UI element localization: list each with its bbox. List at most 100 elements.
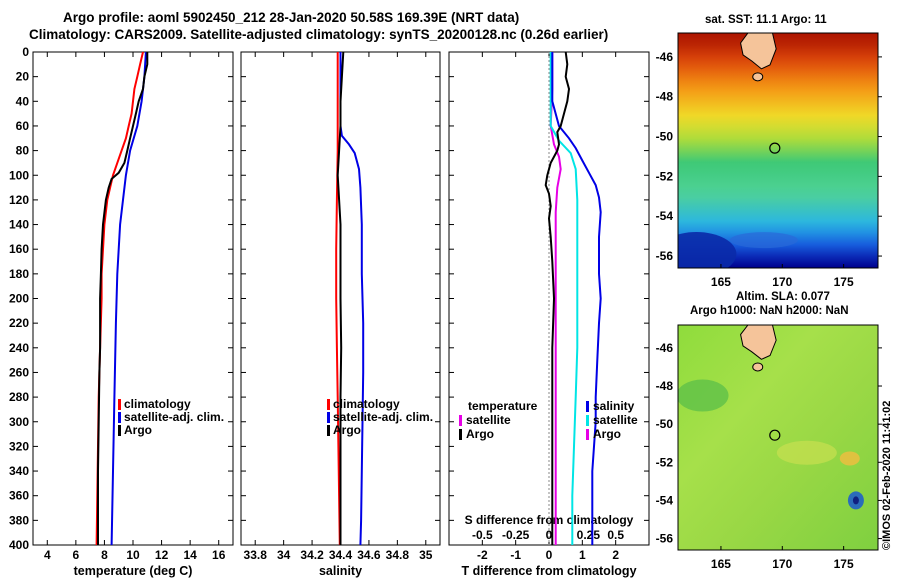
x-tick-label: 33.8 <box>244 548 268 562</box>
lat-tick-label: -56 <box>656 249 674 263</box>
lat-tick-label: -52 <box>656 455 674 469</box>
legend-label: satellite <box>593 413 638 427</box>
lat-tick-label: -56 <box>656 532 674 546</box>
sla-high-patch <box>776 440 837 465</box>
y-tick-label: 160 <box>9 242 29 256</box>
legend-swatch <box>459 415 462 426</box>
x-axis-label: salinity <box>319 564 362 578</box>
lon-tick-label: 170 <box>772 557 792 571</box>
sla-field <box>678 325 878 550</box>
series-line-climatology <box>95 51 144 546</box>
y-tick-label: 200 <box>9 292 29 306</box>
x-tick-label: 1 <box>579 548 586 562</box>
legend-label: temperature <box>468 399 538 413</box>
y-tick-label: 140 <box>9 218 29 232</box>
profile-location-marker <box>769 429 781 441</box>
sla-high-spot <box>839 451 860 466</box>
lat-tick-label: -50 <box>656 417 674 431</box>
series-line-argo-salinity <box>551 52 602 545</box>
legend-label: salinity <box>593 399 635 413</box>
lon-tick-label: 175 <box>834 275 854 289</box>
y-tick-label: 180 <box>9 267 29 281</box>
x-tick-label: 2 <box>612 548 619 562</box>
x-tick-label: 0 <box>546 548 553 562</box>
x-axis-label: T difference from climatology <box>461 564 636 578</box>
lat-tick-label: -52 <box>656 169 674 183</box>
y-tick-label: 340 <box>9 464 29 478</box>
top-tick-label: 0 <box>546 528 553 542</box>
legend-swatch <box>118 425 121 436</box>
x-tick-label: 16 <box>212 548 226 562</box>
lat-tick-label: -54 <box>656 493 674 507</box>
sla-map-title-2: Argo h1000: NaN h2000: NaN <box>690 305 849 317</box>
legend-label: Argo <box>593 427 621 441</box>
legend-label: climatology <box>333 397 400 411</box>
x-tick-label: 10 <box>126 548 140 562</box>
lon-tick-label: 170 <box>772 275 792 289</box>
legend-swatch <box>327 412 330 423</box>
lat-tick-label: -48 <box>656 90 674 104</box>
legend-label: Argo <box>333 423 361 437</box>
profile-panels: 0204060801001201401601802002202402602803… <box>9 45 650 578</box>
y-tick-label: 80 <box>16 144 30 158</box>
legend-swatch <box>459 429 462 440</box>
legend-label: satellite <box>466 413 511 427</box>
series-line-climatology <box>335 52 341 546</box>
series-line-satellite-temperature <box>549 52 562 545</box>
y-tick-label: 220 <box>9 316 29 330</box>
y-tick-label: 40 <box>16 94 30 108</box>
sla-eddy-core <box>852 496 859 505</box>
figure-title-line1: Argo profile: aoml 5902450_212 28-Jan-20… <box>63 10 520 25</box>
lat-tick-label: -46 <box>656 341 674 355</box>
profile-panel-2: 33.8 34 34.2 34.4 34.6 34.8 35 salinity climatol… <box>240 51 441 578</box>
sla-low-patch <box>678 379 729 412</box>
series-line-argo <box>97 52 149 545</box>
island <box>752 362 764 372</box>
series-line-argo <box>336 51 345 545</box>
x-tick-label: 14 <box>183 548 197 562</box>
figure-title-line2: Climatology: CARS2009. Satellite-adjuste… <box>29 27 609 42</box>
x-tick-label: 6 <box>73 548 80 562</box>
map-frame <box>677 324 879 551</box>
lat-tick-label: -46 <box>656 50 674 64</box>
top-tick-label: 0.25 <box>577 528 601 542</box>
x-tick-label: 34 <box>277 548 291 562</box>
lon-tick-label: 175 <box>834 557 854 571</box>
sla-map: -46 -48 -50 -52 -54 -56 165 170 175 <box>656 324 882 571</box>
y-tick-label: 300 <box>9 415 29 429</box>
y-tick-label: 320 <box>9 439 29 453</box>
lat-tick-label: -48 <box>656 379 674 393</box>
legend-swatch <box>327 399 330 410</box>
cold-water-band <box>729 232 798 249</box>
y-tick-label: 380 <box>9 513 29 527</box>
legend-swatch <box>586 429 589 440</box>
series-line-argo-temperature <box>544 51 571 545</box>
lat-tick-label: -50 <box>656 130 674 144</box>
y-tick-label: 20 <box>16 70 30 84</box>
profile-panel-1: 0 20 40 60 80 100 120 140 160 180 200 220 240 260 280 3… <box>9 45 234 578</box>
lat-tick-label: -54 <box>656 209 674 223</box>
sst-map-title: sat. SST: 11.1 Argo: 11 <box>705 14 827 26</box>
legend-label: Argo <box>124 423 152 437</box>
x-tick-label: 34.4 <box>329 548 353 562</box>
legend-label: satellite-adj. clim. <box>124 410 224 424</box>
sla-map-title-1: Altim. SLA: 0.077 <box>736 291 830 303</box>
y-tick-label: 0 <box>22 45 29 59</box>
legend-swatch <box>118 399 121 410</box>
y-tick-label: 400 <box>9 538 29 552</box>
land-mass <box>740 33 777 70</box>
top-tick-label: -0.25 <box>502 528 530 542</box>
x-tick-label: -2 <box>477 548 488 562</box>
series-line-satellite-salinity <box>549 52 579 545</box>
top-tick-label: -0.5 <box>472 528 493 542</box>
profile-location-marker <box>769 142 781 154</box>
y-tick-label: 120 <box>9 193 29 207</box>
x-axis-label: temperature (deg C) <box>74 564 193 578</box>
y-tick-label: 260 <box>9 365 29 379</box>
y-tick-label: 100 <box>9 168 29 182</box>
x-tick-label: 34.2 <box>300 548 324 562</box>
map-frame <box>677 32 879 269</box>
top-tick-label: 0.5 <box>607 528 624 542</box>
